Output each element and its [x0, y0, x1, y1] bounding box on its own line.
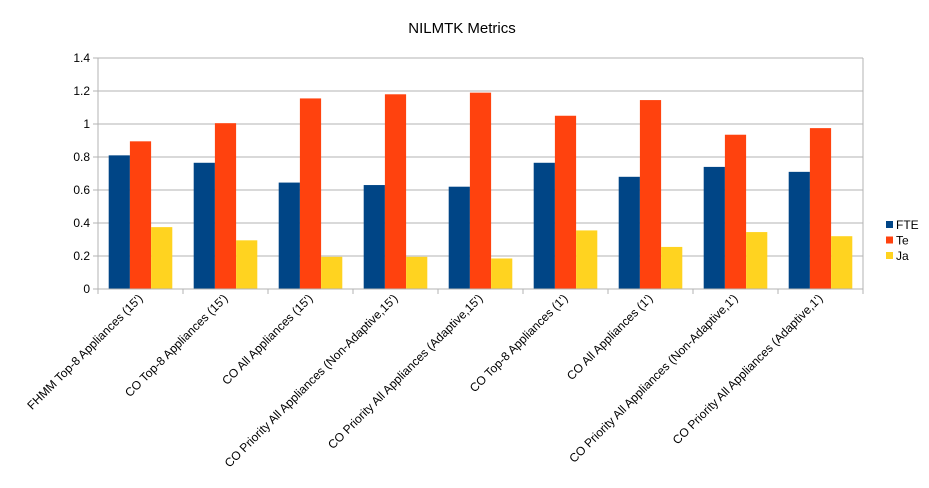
bar-ja: [406, 256, 428, 289]
y-tick-label: 1.2: [73, 84, 90, 98]
y-tick-label: 1: [83, 117, 90, 131]
x-category-label: CO Priority All Appliances (Non-Adaptive…: [566, 291, 740, 465]
bar-te: [299, 98, 322, 289]
y-tick-label: 0.8: [73, 150, 90, 164]
bar-fte: [363, 185, 385, 289]
bar-te: [724, 134, 747, 289]
bar-te: [809, 128, 832, 289]
bar-te: [639, 100, 662, 289]
x-category-label: CO Priority All Appliances (Non-Adaptive…: [222, 291, 401, 470]
bar-fte: [533, 162, 555, 289]
x-axis-categories: FHMM Top-8 Appliances (15')CO Top-8 Appl…: [24, 291, 825, 470]
legend-label-fte: FTE: [896, 218, 919, 232]
bar-ja: [491, 258, 513, 289]
bar-ja: [576, 230, 598, 289]
bar-ja: [321, 256, 343, 289]
bar-ja: [151, 227, 173, 289]
legend-swatch-te: [886, 236, 893, 244]
x-category-label: CO Priority All Appliances (Adaptive,15'…: [325, 291, 486, 452]
legend-swatch-ja: [886, 252, 893, 259]
bar-te: [129, 141, 152, 289]
bars: [108, 92, 853, 290]
bar-fte: [448, 186, 470, 289]
bar-fte: [193, 162, 215, 289]
bar-ja: [236, 240, 258, 289]
bar-fte: [618, 176, 640, 289]
y-axis-ticks: 0 0.2 0.4 0.6 0.8 1 1.2 1.4: [73, 51, 98, 296]
bar-fte: [703, 166, 725, 289]
bar-ja: [831, 236, 853, 289]
legend-label-ja: Ja: [896, 249, 909, 263]
bar-ja: [661, 246, 683, 289]
y-tick-label: 0: [83, 282, 90, 296]
axes: [97, 58, 864, 294]
x-category-label: CO All Appliances (1'): [564, 291, 656, 383]
y-tick-label: 0.2: [73, 249, 90, 263]
bar-te: [554, 115, 577, 289]
bar-fte: [278, 182, 300, 289]
y-tick-label: 1.4: [73, 51, 90, 65]
bar-te: [469, 92, 492, 290]
y-tick-label: 0.4: [73, 216, 90, 230]
legend-label-te: Te: [896, 234, 909, 248]
legend-swatch-fte: [886, 221, 893, 228]
bar-fte: [108, 155, 130, 289]
chart-title: NILMTK Metrics: [408, 20, 516, 37]
bar-ja: [746, 232, 768, 289]
bar-te: [214, 123, 237, 289]
bar-fte: [788, 171, 810, 289]
x-category-label: CO Top-8 Appliances (1'): [467, 291, 571, 395]
y-tick-label: 0.6: [73, 183, 90, 197]
bar-te: [384, 94, 407, 289]
x-category-label: CO Priority All Appliances (Adaptive,1'): [670, 291, 826, 447]
x-category-label: CO All Appliances (15'): [219, 291, 315, 387]
